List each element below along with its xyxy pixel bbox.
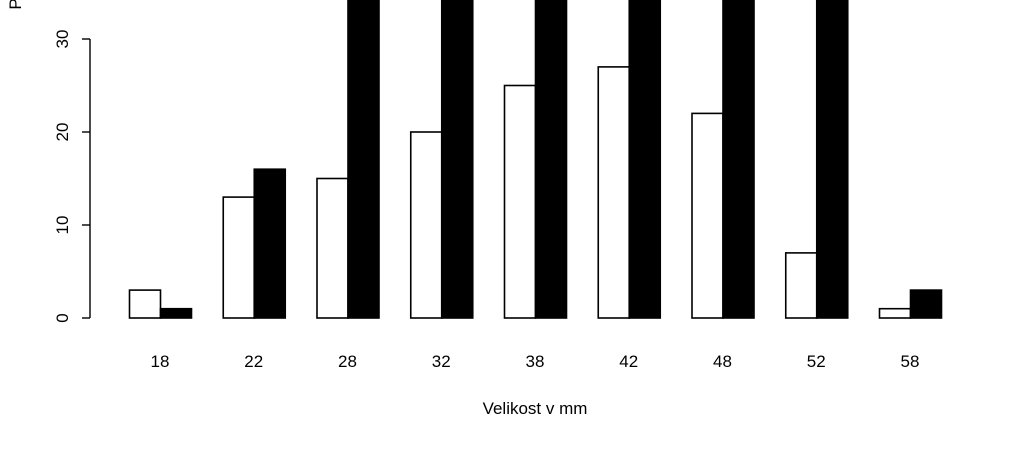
- bar-32-series-1: [409, 131, 443, 319]
- bar-22-series-2: [253, 168, 287, 319]
- bar-52-series-1: [784, 252, 818, 319]
- y-tick-label-30: 30: [53, 30, 72, 49]
- bar-42-series-1: [597, 66, 631, 319]
- x-axis-label: Velikost v mm: [483, 399, 588, 418]
- bar-48-series-2: [722, 0, 755, 319]
- bar-52-series-2: [815, 0, 849, 319]
- x-tick-label-38: 38: [526, 352, 545, 371]
- bar-18-series-2: [159, 307, 193, 319]
- x-tick-labels: 18 22 28 32 38 42 48 52 58: [151, 352, 920, 371]
- bar-38-series-2: [534, 0, 568, 319]
- bar-28-series-1: [316, 177, 349, 319]
- bar-28-series-2: [347, 0, 380, 319]
- bar-38-series-1: [503, 84, 537, 319]
- bar-18-series-1: [128, 289, 162, 319]
- y-tick-label-10: 10: [53, 216, 72, 235]
- x-tick-label-48: 48: [713, 352, 732, 371]
- x-tick-label-32: 32: [432, 352, 451, 371]
- x-tick-label-22: 22: [244, 352, 263, 371]
- x-tick-label-58: 58: [901, 352, 920, 371]
- x-tick-label-52: 52: [807, 352, 826, 371]
- bar-48-series-1: [691, 112, 724, 319]
- y-tick-label-0: 0: [53, 313, 72, 322]
- x-tick-label-28: 28: [338, 352, 357, 371]
- bar-22-series-1: [222, 196, 256, 319]
- y-axis: 0 10 20 30: [53, 30, 91, 323]
- bar-58-series-1: [878, 307, 912, 319]
- bar-42-series-2: [628, 0, 662, 319]
- y-axis-label: P: [6, 0, 25, 10]
- x-tick-label-18: 18: [151, 352, 170, 371]
- bar-58-series-2: [909, 289, 943, 319]
- y-tick-label-20: 20: [53, 123, 72, 142]
- x-tick-label-42: 42: [619, 352, 638, 371]
- bar-32-series-2: [440, 0, 474, 319]
- bars: [128, 0, 943, 319]
